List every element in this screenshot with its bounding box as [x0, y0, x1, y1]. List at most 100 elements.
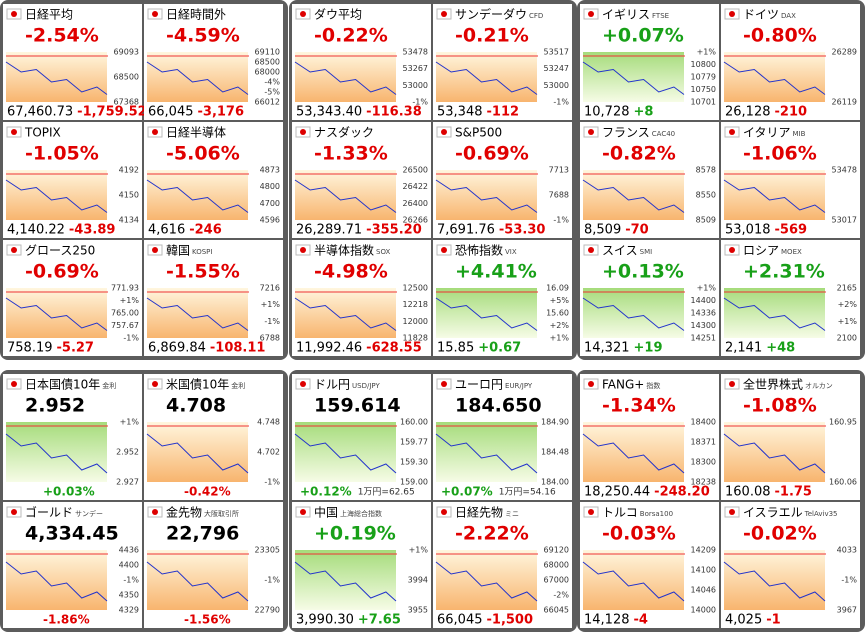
quote-tile[interactable]: ドイツ DAX 26289 26119 -0.80% 26,128 -210 [721, 4, 860, 120]
axis-label: 14336 [691, 309, 716, 318]
axis-label: -1% [123, 334, 139, 343]
change: -355.20 [366, 223, 422, 238]
axis-label: 14400 [691, 296, 716, 305]
flag-dot [152, 381, 158, 387]
axis-label: 8550 [696, 191, 716, 200]
tile-sub: 上海総合指数 [340, 509, 382, 518]
price: 4,616 [148, 223, 185, 238]
tile-name: 韓国 [166, 244, 190, 258]
tile-sub: CAC40 [652, 130, 675, 138]
price: 4,334.45 [25, 523, 119, 545]
axis-label: 3967 [837, 606, 857, 615]
tile-name: ゴールド [25, 505, 73, 520]
axis-label: 12000 [403, 317, 428, 326]
spark [5, 297, 108, 331]
quote-tile[interactable]: ゴールド サンデー 4436 4400 -1% 4350 4329 4,334.45 -1.86… [3, 502, 142, 628]
chart-area [6, 52, 107, 102]
spark [5, 561, 108, 602]
flag-dot [11, 129, 17, 135]
quote-tile[interactable]: ドル円 USD/JPY 160.00 159.77 159.30 159.00 159.61… [292, 374, 431, 500]
tile-name: FANG+ [602, 378, 644, 392]
quote-tile[interactable]: 半導体指数 SOX 12500 12218 12000 11828 -4.98% 11,992… [292, 240, 431, 356]
axis-label: 159.77 [400, 438, 428, 447]
quote-tile[interactable]: ダウ平均 53478 53267 53000 -1% -0.22% 53,343.40 -11… [292, 4, 431, 120]
pct-change: -5.06% [166, 143, 240, 165]
quote-tile[interactable]: S&P500 7713 7688 -1% -0.69% 7,691.76 -53.30 [433, 122, 572, 238]
axis-label: 53517 [544, 48, 569, 57]
chart-area [295, 288, 396, 338]
quote-tile[interactable]: スイス SMI +1% 14400 14336 14300 14251 +0.13% 14,32… [580, 240, 719, 356]
quote-tile[interactable]: 金先物 大阪取引所 23305 -1% 22790 22,796 -1.56% [144, 502, 283, 628]
axis-label: +1% [697, 48, 717, 57]
pct-change: -1.06% [743, 143, 817, 165]
tile-sub: 金利 [231, 381, 245, 390]
quote-tile[interactable]: TOPIX 4192 4150 4134 -1.05% 4,140.22 -43.89 [3, 122, 142, 238]
spark [435, 297, 538, 331]
chart-area [147, 52, 248, 102]
spark [582, 297, 685, 331]
pct-change: -1.56% [184, 613, 231, 627]
tile-sub: 金利 [102, 381, 116, 390]
flag-dot [729, 509, 735, 515]
quote-tile[interactable]: 日本国債10年 金利 +1% 2.952 2.927 2.952 +0.03% [3, 374, 142, 500]
axis-label: 7216 [260, 284, 280, 293]
pct-change: +0.12% [300, 485, 352, 499]
tile-sub: 指数 [646, 381, 660, 390]
chart-area [436, 52, 537, 102]
price: 14,321 [584, 341, 630, 356]
quote-tile[interactable]: 恐怖指数 VIX 16.09 +5% 15.60 +2% +1% +4.41% 15.85 +0.… [433, 240, 572, 356]
quote-tile[interactable]: 韓国 KOSPI 7216 +1% -1% 6788 -1.55% 6,869.84 -108.… [144, 240, 283, 356]
quote-tile[interactable]: 全世界株式 オルカン 160.95 160.06 -1.08% 160.08 -1.75 [721, 374, 860, 500]
quote-tile[interactable]: グロース250 771.93 +1% 765.00 757.67 -1% -0.69% 758… [3, 240, 142, 356]
chart-area [147, 170, 248, 220]
price: 3,990.30 [296, 613, 354, 628]
quote-tile[interactable]: 日経平均 69093 68500 67368 -2.54% 67,460.73 -1,759… [3, 4, 147, 120]
chart-area [583, 550, 684, 610]
tile-name: イタリア [743, 126, 791, 140]
quote-tile[interactable]: ナスダック 26500 26422 26400 26266 -1.33% 26,289.71… [292, 122, 431, 238]
pct-change: -2.54% [25, 25, 99, 47]
price: 2,141 [725, 341, 762, 356]
axis-label: 14046 [691, 586, 716, 595]
quote-tile[interactable]: 日経半導体 4873 4800 4700 4596 -5.06% 4,616 -246 [144, 122, 283, 238]
pct-change: -0.69% [455, 143, 529, 165]
axis-label: 4800 [260, 182, 280, 191]
quote-tile[interactable]: イスラエル TelAviv35 4033 -1% 3967 -0.02% 4,025 -1 [721, 502, 860, 628]
quote-tile[interactable]: ユーロ円 EUR/JPY 184.90 184.48 184.00 184.650 +0.0… [433, 374, 572, 500]
quote-tile[interactable]: イタリア MIB 53478 53017 -1.06% 53,018 -569 [721, 122, 860, 238]
axis-label: 184.00 [541, 478, 569, 487]
axis-label: -1% [264, 317, 280, 326]
change: -1,500 [487, 613, 534, 628]
quote-tile[interactable]: ロシア MOEX 2165 +2% +1% 2100 +2.31% 2,141 +48 [721, 240, 860, 356]
flag-dot [152, 247, 158, 253]
spark [146, 61, 249, 95]
quote-tile[interactable]: 中国 上海総合指数 +1% 3994 3955 +0.19% 3,990.30 +7.65 [292, 502, 431, 628]
axis-label: -1% [264, 478, 280, 487]
tile-sub: MOEX [781, 248, 802, 256]
change: -569 [775, 223, 808, 238]
chart-area [724, 170, 825, 220]
price: 67,460.73 [7, 105, 73, 120]
change: -116.38 [366, 105, 422, 120]
axis-label: +1% [120, 418, 140, 427]
quote-tile[interactable]: トルコ Borsa100 14209 14100 14046 14000 -0.03% 14,… [580, 502, 719, 628]
quote-tile[interactable]: イギリス FTSE +1% 10800 10779 10750 10701 +0.07% 10,… [580, 4, 719, 120]
quote-tile[interactable]: フランス CAC40 8578 8550 8509 -0.82% 8,509 -70 [580, 122, 719, 238]
tile-name: 日経平均 [25, 8, 73, 22]
tile-name: サンデーダウ [455, 7, 527, 22]
quote-tile[interactable]: FANG+ 指数 18400 18371 18300 18238 -1.34% 18,250.… [580, 374, 719, 500]
tile-sub: ミニ [505, 510, 519, 518]
spark [435, 61, 538, 95]
quote-tile[interactable]: サンデーダウ CFD 53517 53247 53000 -1% -0.21% 53,348-… [433, 4, 572, 120]
axis-label: 2.927 [116, 478, 139, 487]
tile-sub: VIX [505, 248, 517, 256]
spark [582, 433, 685, 474]
quote-tile[interactable]: 米国債10年 金利 4.748 4.702 -1% 4.708 -0.42% [144, 374, 283, 500]
axis-label: 4.748 [257, 418, 280, 427]
price: 53,018 [725, 223, 771, 238]
price: 6,869.84 [148, 341, 206, 356]
quote-tile[interactable]: 日経先物 ミニ 69120 68000 67000 -2% 66045 -2.22% 66,04… [433, 502, 572, 628]
pct-change: -0.02% [743, 523, 817, 545]
tile-name: 日経半導体 [166, 126, 226, 140]
